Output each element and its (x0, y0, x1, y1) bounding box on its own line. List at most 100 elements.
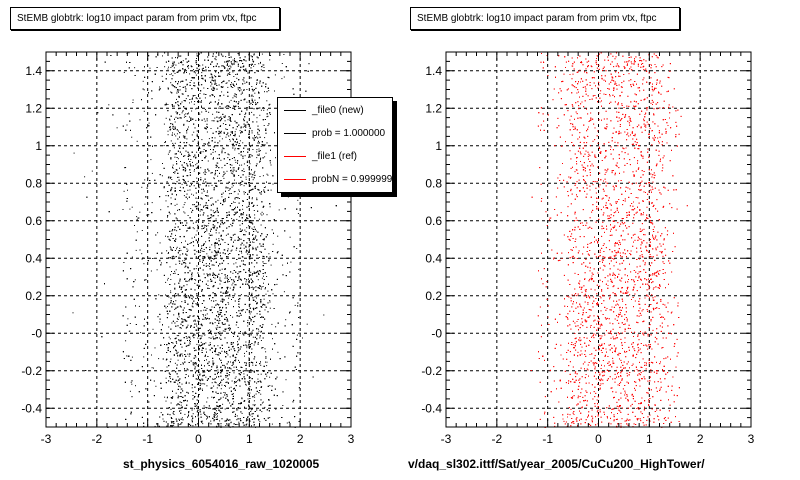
data-point (251, 292, 253, 294)
data-point (193, 397, 195, 399)
data-point (183, 116, 185, 118)
data-point (216, 416, 218, 418)
data-point (245, 311, 246, 313)
data-point (131, 356, 133, 358)
data-point (266, 214, 268, 216)
data-point (199, 65, 201, 67)
data-point (177, 380, 179, 382)
data-point (258, 63, 260, 65)
data-point (217, 199, 219, 201)
data-point (206, 418, 207, 420)
data-point (185, 263, 187, 265)
data-point (172, 75, 174, 77)
data-point (165, 117, 167, 119)
data-point (161, 175, 163, 177)
data-point (192, 413, 194, 415)
data-point (257, 378, 259, 380)
data-point (192, 364, 194, 366)
data-point (218, 232, 220, 234)
data-point (134, 279, 136, 281)
data-point (241, 184, 243, 185)
data-point (232, 167, 234, 169)
data-point (197, 228, 199, 230)
data-point (230, 386, 232, 388)
data-point (208, 237, 210, 239)
data-point (253, 394, 255, 396)
data-point (214, 417, 216, 418)
data-point (167, 279, 168, 281)
data-point (198, 329, 200, 331)
data-point (125, 340, 127, 342)
data-point (167, 104, 169, 105)
data-point (185, 68, 186, 70)
data-point (205, 225, 207, 227)
data-point (179, 285, 181, 287)
data-point (235, 376, 237, 378)
data-point (227, 253, 229, 255)
data-point (189, 116, 190, 118)
data-point (211, 264, 213, 266)
data-point (246, 160, 248, 162)
data-point (190, 294, 192, 296)
data-point (222, 81, 224, 82)
data-point (209, 77, 211, 79)
data-point (244, 59, 246, 61)
data-point (245, 178, 247, 180)
data-point (260, 364, 262, 366)
data-point (229, 188, 231, 190)
data-point (181, 93, 183, 95)
data-point (234, 211, 236, 213)
data-point (247, 381, 249, 383)
data-point (257, 373, 259, 375)
data-point (208, 332, 210, 333)
data-point (202, 390, 203, 391)
data-point (174, 287, 176, 289)
data-point (205, 376, 207, 378)
data-point (252, 336, 254, 338)
data-point (179, 247, 181, 249)
data-point (231, 164, 233, 166)
data-point (229, 236, 231, 238)
data-point (176, 342, 178, 344)
data-point (200, 167, 202, 169)
data-point (228, 65, 230, 67)
data-point (181, 242, 182, 244)
data-point (249, 146, 251, 148)
data-point (240, 294, 242, 296)
data-point (221, 138, 223, 140)
data-point (193, 249, 195, 251)
data-point (230, 223, 232, 225)
data-point (175, 392, 177, 394)
data-point (165, 377, 167, 379)
data-point (269, 301, 271, 303)
data-point (108, 104, 110, 106)
data-point (265, 263, 267, 264)
data-point (211, 120, 213, 122)
data-point (177, 104, 179, 106)
data-point (170, 420, 172, 422)
data-point (178, 62, 180, 64)
data-point (178, 418, 180, 420)
data-point (182, 110, 184, 112)
data-point (246, 423, 248, 425)
data-point (184, 212, 186, 214)
data-point (210, 310, 211, 311)
data-point (233, 372, 235, 374)
data-point (186, 138, 188, 140)
data-point (131, 383, 133, 385)
data-point (206, 253, 208, 255)
data-point (180, 353, 182, 355)
data-point (239, 190, 240, 192)
data-point (229, 327, 231, 329)
data-point (204, 406, 206, 408)
data-point (203, 244, 205, 245)
data-point (176, 90, 178, 92)
data-point (196, 167, 198, 169)
data-point (208, 222, 210, 224)
data-point (257, 142, 259, 144)
data-point (253, 424, 255, 425)
data-point (141, 253, 143, 255)
data-point (198, 328, 200, 329)
data-point (238, 278, 240, 280)
data-point (212, 264, 214, 266)
